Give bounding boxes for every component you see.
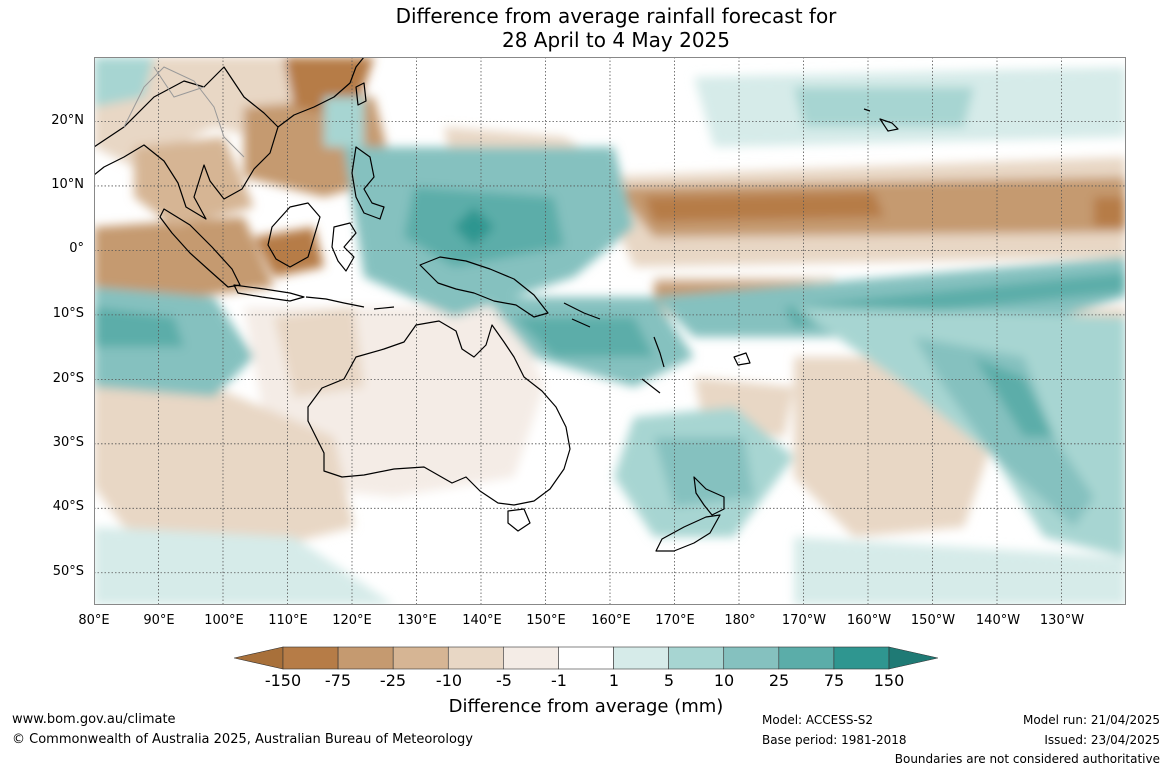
- philippines-coastline: [351, 146, 385, 220]
- china-coastline: [277, 57, 365, 128]
- colorbar-label: 10: [713, 671, 735, 690]
- colorbar-cell: [447, 646, 504, 670]
- map-frame: [94, 57, 1126, 605]
- lat-label-40s: 40°S: [52, 499, 84, 514]
- lat-label-20n: 20°N: [51, 113, 84, 128]
- colorbar-label: 25: [768, 671, 790, 690]
- colorbar-label: -150: [264, 671, 302, 690]
- website-link[interactable]: www.bom.gov.au/climate: [12, 712, 176, 727]
- colorbar-extend-low: [234, 646, 284, 670]
- new-zealand-coastline: [655, 476, 725, 552]
- lon-label-160w: 160°W: [846, 613, 892, 628]
- southeast-asia-coastline: [94, 66, 279, 220]
- colorbar-legend: [234, 646, 938, 670]
- colorbar-extend-high: [888, 646, 938, 670]
- lesser-sunda-coastline: [305, 296, 395, 310]
- country-boundaries: [123, 66, 245, 158]
- lon-label-170w: 170°W: [781, 613, 827, 628]
- tasmania-coastline: [507, 508, 531, 532]
- lon-label-150e: 150°E: [526, 613, 566, 628]
- vanuatu-coastline: [653, 336, 665, 368]
- australia-coastline: [307, 320, 571, 506]
- colorbar-cell: [668, 646, 725, 670]
- lon-label-90e: 90°E: [143, 613, 175, 628]
- title-line-2: 28 April to 4 May 2025: [502, 28, 730, 52]
- lon-label-130e: 130°E: [397, 613, 437, 628]
- rainfall-anomaly-map: [94, 57, 1126, 605]
- lat-label-20s: 20°S: [52, 371, 84, 386]
- colorbar-cell: [282, 646, 339, 670]
- map-title: Difference from average rainfall forecas…: [0, 4, 1173, 52]
- colorbar-cell: [503, 646, 559, 670]
- colorbar-label: 1: [608, 671, 620, 690]
- fiji-coastline: [733, 352, 751, 366]
- model-text: Model: ACCESS-S2: [762, 713, 874, 727]
- anomaly-field: [94, 57, 1126, 605]
- disclaimer-text: Boundaries are not considered authoritat…: [894, 752, 1160, 766]
- new-guinea-coastline: [419, 256, 549, 318]
- colorbar-cell: [778, 646, 835, 670]
- model-run-text: Model run: 21/04/2025: [1022, 713, 1160, 727]
- lat-label-10n: 10°N: [51, 177, 84, 192]
- issued-text: Issued: 23/04/2025: [1044, 733, 1160, 747]
- base-period-text: Base period: 1981-2018: [762, 733, 907, 747]
- lon-label-150w: 150°W: [910, 613, 956, 628]
- copyright-text: © Commonwealth of Australia 2025, Austra…: [12, 732, 473, 747]
- hawaii-coastline: [863, 108, 899, 132]
- lon-label-140e: 140°E: [462, 613, 502, 628]
- solomon-islands-coastline: [563, 302, 601, 328]
- new-caledonia-coastline: [641, 378, 661, 394]
- sumatra-coastline: [159, 208, 241, 288]
- colorbar-cell: [392, 646, 449, 670]
- colorbar-label: -10: [435, 671, 463, 690]
- taiwan-coastline: [355, 82, 367, 106]
- colorbar-cell: [723, 646, 780, 670]
- lon-label-130w: 130°W: [1039, 613, 1085, 628]
- colorbar-label: -25: [379, 671, 407, 690]
- title-line-1: Difference from average rainfall forecas…: [395, 4, 837, 28]
- colorbar-label: -5: [496, 671, 512, 690]
- lon-label-110e: 110°E: [268, 613, 308, 628]
- graticule-grid: [94, 57, 1126, 605]
- lat-label-10s: 10°S: [52, 306, 84, 321]
- borneo-coastline: [267, 202, 321, 268]
- lon-label-120e: 120°E: [332, 613, 372, 628]
- colorbar-label: 150: [873, 671, 905, 690]
- colorbar-cell: [558, 646, 614, 670]
- coastlines: [94, 57, 899, 552]
- lon-label-180: 180°: [724, 613, 756, 628]
- colorbar-title: Difference from average (mm): [448, 696, 724, 717]
- lon-label-140w: 140°W: [975, 613, 1021, 628]
- colorbar-cell: [833, 646, 890, 670]
- java-coastline: [233, 284, 305, 302]
- colorbar-label: -1: [551, 671, 567, 690]
- lat-label-50s: 50°S: [52, 564, 84, 579]
- colorbar-label: -75: [324, 671, 352, 690]
- lon-label-80e: 80°E: [78, 613, 110, 628]
- lon-label-160e: 160°E: [591, 613, 631, 628]
- colorbar-cell: [337, 646, 394, 670]
- lon-label-170e: 170°E: [655, 613, 695, 628]
- colorbar-label: 5: [663, 671, 675, 690]
- lat-label-30s: 30°S: [52, 435, 84, 450]
- colorbar-label: 75: [823, 671, 845, 690]
- sulawesi-coastline: [331, 222, 357, 272]
- lat-label-0: 0°: [69, 241, 84, 256]
- colorbar-cell: [613, 646, 669, 670]
- lon-label-100e: 100°E: [204, 613, 244, 628]
